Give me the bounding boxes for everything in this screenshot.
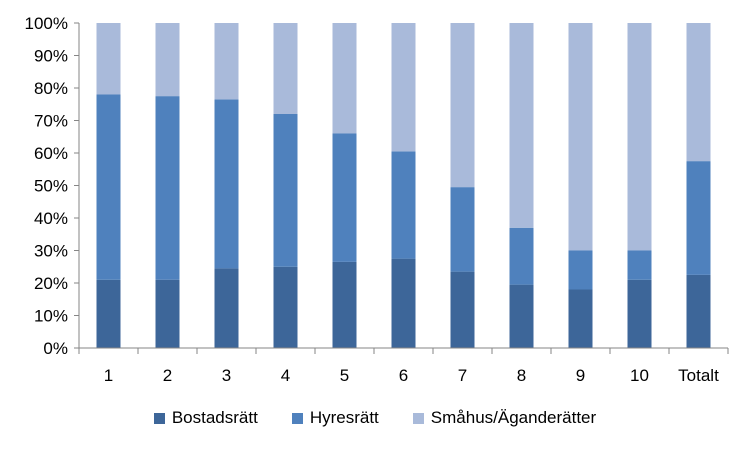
bar-segment-2-8 <box>509 227 534 285</box>
bar-segment-3-7 <box>450 23 475 188</box>
bar-segment-3-2 <box>155 23 180 97</box>
bar-segment-3-6 <box>391 23 416 152</box>
legend-label-bostadsratt: Bostadsrätt <box>171 408 258 427</box>
bar-segment-3-totalt <box>686 23 711 162</box>
bar-segment-2-3 <box>214 99 239 269</box>
bar-segment-1-totalt <box>686 274 711 349</box>
bar-segment-3-4 <box>273 23 298 114</box>
bar-segment-2-9 <box>568 250 593 290</box>
bar-segment-2-4 <box>273 114 298 267</box>
x-tick-label: 2 <box>163 366 172 385</box>
y-tick-label: 30% <box>34 242 68 261</box>
bar-segment-1-3 <box>214 268 239 349</box>
legend-swatch-hyresratt <box>291 412 303 424</box>
y-tick-label: 60% <box>34 144 68 163</box>
y-tick-label: 50% <box>34 177 68 196</box>
x-tick-label: 6 <box>399 366 408 385</box>
x-tick-label: 7 <box>458 366 467 385</box>
x-tick-label: 1 <box>104 366 113 385</box>
x-tick-label: 3 <box>222 366 231 385</box>
stacked-bar-chart: 0% 10% 20% 30% 40% 50% 60% 70% 80% 90% 100% 1 2 3 4 5 6 7… <box>25 14 729 385</box>
bar-segment-1-4 <box>273 266 298 348</box>
legend-swatch-bostadsratt <box>153 412 165 424</box>
x-tick-label: 10 <box>630 366 649 385</box>
y-tick-label: 90% <box>34 47 68 66</box>
y-tick-label: 70% <box>34 112 68 131</box>
bar-segment-3-9 <box>568 23 593 251</box>
legend: Bostadsrätt Hyresrätt Småhus/Äganderätte… <box>0 403 750 433</box>
x-tick-label: 4 <box>281 366 290 385</box>
bar-segment-2-totalt <box>686 161 711 275</box>
x-tick-label: 9 <box>576 366 585 385</box>
x-tick-label: Totalt <box>678 366 719 385</box>
legend-item-bostadsratt: Bostadsrätt <box>153 408 258 428</box>
bar-segment-2-1 <box>96 94 121 280</box>
bar-segment-3-8 <box>509 23 534 228</box>
bar-segment-2-10 <box>627 250 652 280</box>
legend-label-hyresratt: Hyresrätt <box>309 408 379 427</box>
bar-segment-1-7 <box>450 271 475 349</box>
bar-segment-1-1 <box>96 279 121 348</box>
x-tick-label: 5 <box>340 366 349 385</box>
y-tick-label: 0% <box>43 339 68 358</box>
legend-item-smahus: Småhus/Äganderätter <box>412 408 597 428</box>
legend-swatch-smahus <box>412 412 424 424</box>
x-tick-label: 8 <box>517 366 526 385</box>
bar-segment-3-5 <box>332 23 357 134</box>
bar-segment-1-6 <box>391 258 416 349</box>
bar-segment-2-6 <box>391 151 416 259</box>
bar-segment-2-2 <box>155 96 180 280</box>
y-tick-label: 100% <box>25 14 68 33</box>
bar-segment-1-10 <box>627 279 652 348</box>
bar-segment-3-10 <box>627 23 652 251</box>
legend-label-smahus: Småhus/Äganderätter <box>430 408 597 427</box>
y-tick-label: 40% <box>34 209 68 228</box>
bar-segment-3-1 <box>96 23 121 95</box>
legend-item-hyresratt: Hyresrätt <box>291 408 379 428</box>
y-tick-label: 20% <box>34 274 68 293</box>
bar-segment-1-2 <box>155 279 180 348</box>
bar-segment-2-7 <box>450 187 475 272</box>
bar-segment-2-5 <box>332 133 357 262</box>
bar-segment-1-5 <box>332 261 357 349</box>
y-tick-label: 80% <box>34 79 68 98</box>
y-tick-label: 10% <box>34 307 68 326</box>
bar-segment-3-3 <box>214 23 239 100</box>
bar-segment-1-9 <box>568 289 593 348</box>
bar-segment-1-8 <box>509 284 534 349</box>
